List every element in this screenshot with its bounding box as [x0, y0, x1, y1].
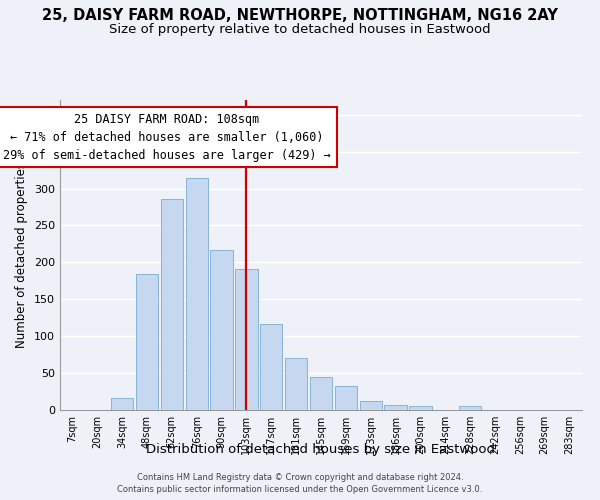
Bar — [310, 377, 332, 410]
Text: 25 DAISY FARM ROAD: 108sqm
← 71% of detached houses are smaller (1,060)
29% of s: 25 DAISY FARM ROAD: 108sqm ← 71% of deta… — [3, 112, 331, 162]
Text: 25, DAISY FARM ROAD, NEWTHORPE, NOTTINGHAM, NG16 2AY: 25, DAISY FARM ROAD, NEWTHORPE, NOTTINGH… — [42, 8, 558, 22]
Text: Distribution of detached houses by size in Eastwood: Distribution of detached houses by size … — [146, 442, 496, 456]
Text: Contains HM Land Registry data © Crown copyright and database right 2024.: Contains HM Land Registry data © Crown c… — [137, 472, 463, 482]
Bar — [136, 274, 158, 410]
Y-axis label: Number of detached properties: Number of detached properties — [16, 162, 28, 348]
Bar — [459, 406, 481, 410]
Bar — [111, 398, 133, 410]
Bar — [335, 386, 357, 410]
Bar — [285, 358, 307, 410]
Bar — [409, 406, 431, 410]
Bar — [161, 199, 183, 410]
Text: Contains public sector information licensed under the Open Government Licence v3: Contains public sector information licen… — [118, 485, 482, 494]
Bar — [385, 405, 407, 410]
Bar — [260, 324, 283, 410]
Bar — [235, 269, 257, 410]
Text: Size of property relative to detached houses in Eastwood: Size of property relative to detached ho… — [109, 22, 491, 36]
Bar — [185, 178, 208, 410]
Bar — [359, 401, 382, 410]
Bar — [211, 250, 233, 410]
